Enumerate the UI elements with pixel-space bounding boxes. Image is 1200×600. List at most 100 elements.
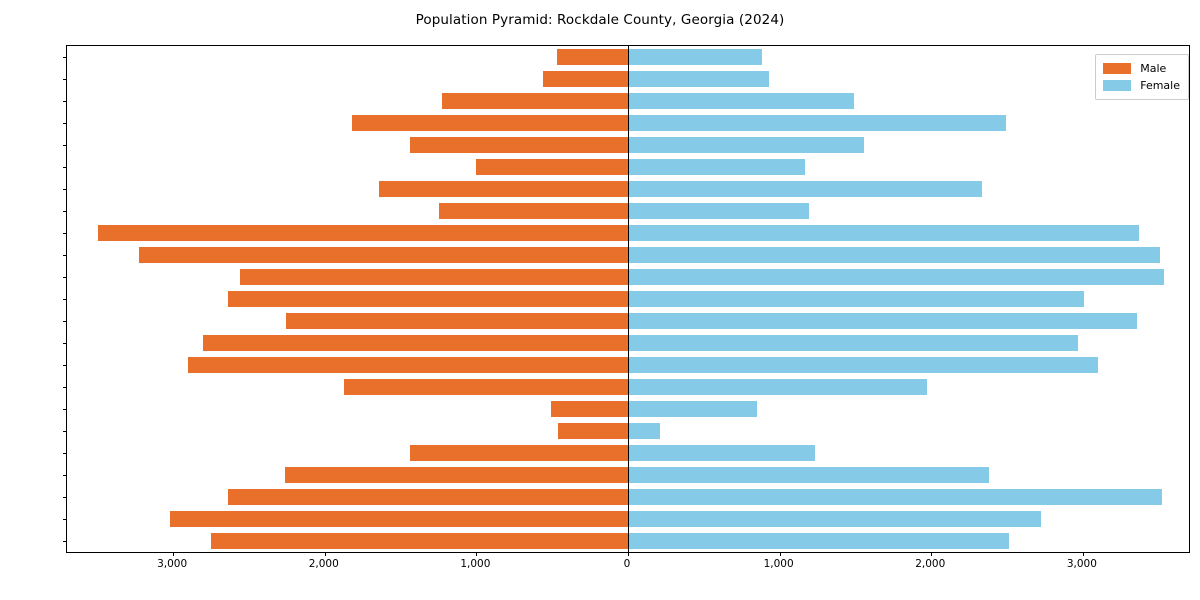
y-tick-mark	[63, 519, 67, 520]
bar-male	[239, 268, 628, 286]
bar-female	[628, 290, 1085, 308]
y-tick-mark	[63, 255, 67, 256]
bar-male	[558, 422, 628, 440]
y-tick-mark	[63, 101, 67, 102]
bar-male	[476, 158, 628, 176]
bar-female	[628, 92, 854, 110]
y-tick-mark	[63, 123, 67, 124]
bar-male	[188, 356, 628, 374]
plot-area	[63, 45, 1190, 556]
y-tick-mark	[63, 57, 67, 58]
x-tick-mark	[628, 552, 629, 556]
pyramid-row	[67, 70, 1189, 88]
bar-male	[170, 510, 628, 528]
chart-legend: Male Female	[1095, 54, 1189, 100]
x-tick-label: 2,000	[308, 558, 339, 570]
bar-male	[98, 224, 628, 242]
x-tick-label: 0	[623, 558, 631, 570]
pyramid-row	[67, 488, 1189, 506]
bar-female	[628, 48, 762, 66]
y-tick-mark	[63, 387, 67, 388]
y-tick-mark	[63, 409, 67, 410]
y-tick-mark	[63, 211, 67, 212]
pyramid-row	[67, 114, 1189, 132]
legend-swatch-icon	[1103, 80, 1132, 91]
bar-female	[628, 312, 1138, 330]
legend-swatch-icon	[1103, 63, 1132, 74]
bar-female	[628, 180, 982, 198]
bar-female	[628, 224, 1139, 242]
bar-male	[557, 48, 628, 66]
chart-title: Population Pyramid: Rockdale County, Geo…	[415, 12, 785, 28]
bar-female	[628, 70, 770, 88]
bar-male	[409, 444, 628, 462]
pyramid-row	[67, 378, 1189, 396]
bar-male	[439, 202, 628, 220]
y-tick-mark	[63, 321, 67, 322]
bar-male	[543, 70, 628, 88]
pyramid-row	[67, 334, 1189, 352]
bar-male	[138, 246, 628, 264]
bar-female	[628, 466, 989, 484]
bar-female	[628, 488, 1163, 506]
pyramid-row	[67, 422, 1189, 440]
bar-female	[628, 444, 815, 462]
pyramid-row	[67, 444, 1189, 462]
bar-female	[628, 422, 661, 440]
x-tick-label: 1,000	[763, 558, 794, 570]
legend-item-female: Female	[1103, 77, 1180, 94]
y-tick-mark	[63, 365, 67, 366]
x-tick-mark	[324, 552, 326, 556]
bar-female	[628, 268, 1164, 286]
pyramid-row	[67, 356, 1189, 374]
pyramid-row	[67, 400, 1189, 418]
bar-male	[442, 92, 628, 110]
pyramid-row	[67, 158, 1189, 176]
bar-male	[343, 378, 628, 396]
bar-female	[628, 202, 810, 220]
legend-label: Female	[1140, 79, 1180, 92]
bar-female	[628, 334, 1079, 352]
pyramid-row	[67, 312, 1189, 330]
bar-female	[628, 378, 928, 396]
bar-male	[202, 334, 628, 352]
bar-male	[379, 180, 628, 198]
legend-item-male: Male	[1103, 60, 1180, 77]
y-tick-mark	[63, 497, 67, 498]
bar-male	[551, 400, 628, 418]
y-tick-mark	[63, 541, 67, 542]
bar-male	[352, 114, 628, 132]
x-tick-mark	[476, 552, 478, 556]
pyramid-row	[67, 290, 1189, 308]
y-tick-mark	[63, 431, 67, 432]
bar-female	[628, 400, 757, 418]
pyramid-row	[67, 532, 1189, 550]
x-tick-mark	[779, 552, 781, 556]
y-tick-mark	[63, 343, 67, 344]
pyramid-row	[67, 246, 1189, 264]
bar-female	[628, 246, 1160, 264]
pyramid-row	[67, 224, 1189, 242]
x-tick-mark	[173, 552, 175, 556]
y-tick-mark	[63, 277, 67, 278]
bar-male	[285, 466, 628, 484]
y-tick-mark	[63, 299, 67, 300]
x-tick-mark	[1082, 552, 1084, 556]
bar-male	[410, 136, 628, 154]
pyramid-row	[67, 180, 1189, 198]
y-tick-mark	[63, 145, 67, 146]
zero-axis-line	[628, 46, 629, 552]
bar-female	[628, 114, 1006, 132]
bar-female	[628, 532, 1009, 550]
legend-label: Male	[1140, 62, 1167, 75]
bar-female	[628, 510, 1041, 528]
x-tick-label: 2,000	[915, 558, 946, 570]
bar-male	[211, 532, 628, 550]
bar-female	[628, 136, 865, 154]
x-tick-mark	[931, 552, 933, 556]
bar-female	[628, 158, 806, 176]
x-tick-label: 3,000	[1066, 558, 1097, 570]
y-tick-mark	[63, 453, 67, 454]
pyramid-row	[67, 510, 1189, 528]
